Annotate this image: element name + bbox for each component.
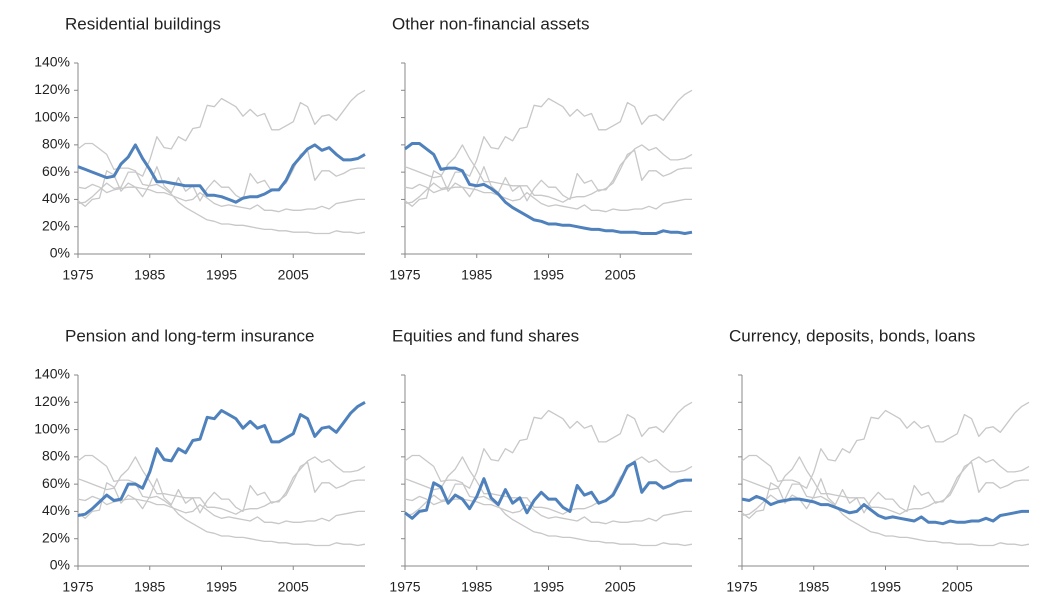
y-tick-label: 100%	[34, 108, 70, 124]
context-line	[404, 183, 692, 213]
context-line	[77, 495, 365, 525]
context-line	[404, 401, 693, 517]
x-tick-label: 1985	[461, 579, 492, 595]
x-tick-label: 1985	[461, 267, 492, 283]
context-line	[404, 89, 693, 205]
context-line	[77, 183, 365, 213]
highlight-line	[741, 494, 1029, 526]
panel-title: Currency, deposits, bonds, loans	[729, 326, 975, 345]
panel-title: Equities and fund shares	[392, 326, 579, 345]
y-tick-label: 140%	[34, 54, 70, 70]
x-tick-label: 1985	[798, 579, 829, 595]
x-tick-label: 1975	[389, 267, 420, 283]
y-tick-label: 0%	[50, 245, 70, 261]
x-tick-label: 2005	[278, 267, 309, 283]
x-tick-label: 2005	[942, 579, 973, 595]
context-line	[741, 456, 1030, 515]
x-tick-label: 1985	[134, 579, 165, 595]
x-tick-label: 2005	[278, 579, 309, 595]
context-line	[404, 454, 693, 547]
panel-title: Other non-financial assets	[392, 14, 590, 33]
y-tick-label: 60%	[42, 163, 70, 179]
x-tick-label: 1995	[533, 579, 564, 595]
context-line	[77, 456, 366, 515]
context-line	[404, 149, 692, 207]
y-tick-label: 80%	[42, 136, 70, 152]
y-tick-label: 100%	[34, 420, 70, 436]
x-tick-label: 2005	[605, 267, 636, 283]
x-tick-label: 1995	[206, 267, 237, 283]
x-tick-label: 1975	[726, 579, 757, 595]
highlight-line	[404, 142, 693, 235]
context-line	[404, 144, 693, 203]
y-tick-label: 120%	[34, 81, 70, 97]
y-tick-label: 120%	[34, 393, 70, 409]
context-line	[77, 89, 366, 205]
x-tick-label: 1995	[206, 579, 237, 595]
y-tick-label: 20%	[42, 529, 70, 545]
y-tick-label: 40%	[42, 190, 70, 206]
highlight-line	[404, 460, 692, 520]
context-line	[404, 456, 693, 515]
x-tick-label: 2005	[605, 579, 636, 595]
y-tick-label: 20%	[42, 217, 70, 233]
x-tick-label: 1975	[62, 267, 93, 283]
panel-title: Residential buildings	[65, 14, 221, 33]
panel-title: Pension and long-term insurance	[65, 326, 314, 345]
y-tick-label: 0%	[50, 557, 70, 573]
context-line	[77, 454, 366, 547]
x-tick-label: 1995	[870, 579, 901, 595]
y-tick-label: 40%	[42, 502, 70, 518]
y-tick-label: 140%	[34, 366, 70, 382]
x-tick-label: 1975	[389, 579, 420, 595]
context-line	[77, 149, 365, 207]
y-tick-label: 60%	[42, 475, 70, 491]
y-tick-label: 80%	[42, 448, 70, 464]
highlight-line	[77, 143, 366, 204]
context-line	[77, 142, 366, 235]
context-line	[77, 461, 365, 519]
context-line	[741, 454, 1030, 547]
x-tick-label: 1995	[533, 267, 564, 283]
context-line	[741, 461, 1029, 519]
context-line	[741, 401, 1030, 517]
highlight-line	[77, 400, 366, 517]
x-tick-label: 1985	[134, 267, 165, 283]
x-tick-label: 1975	[62, 579, 93, 595]
